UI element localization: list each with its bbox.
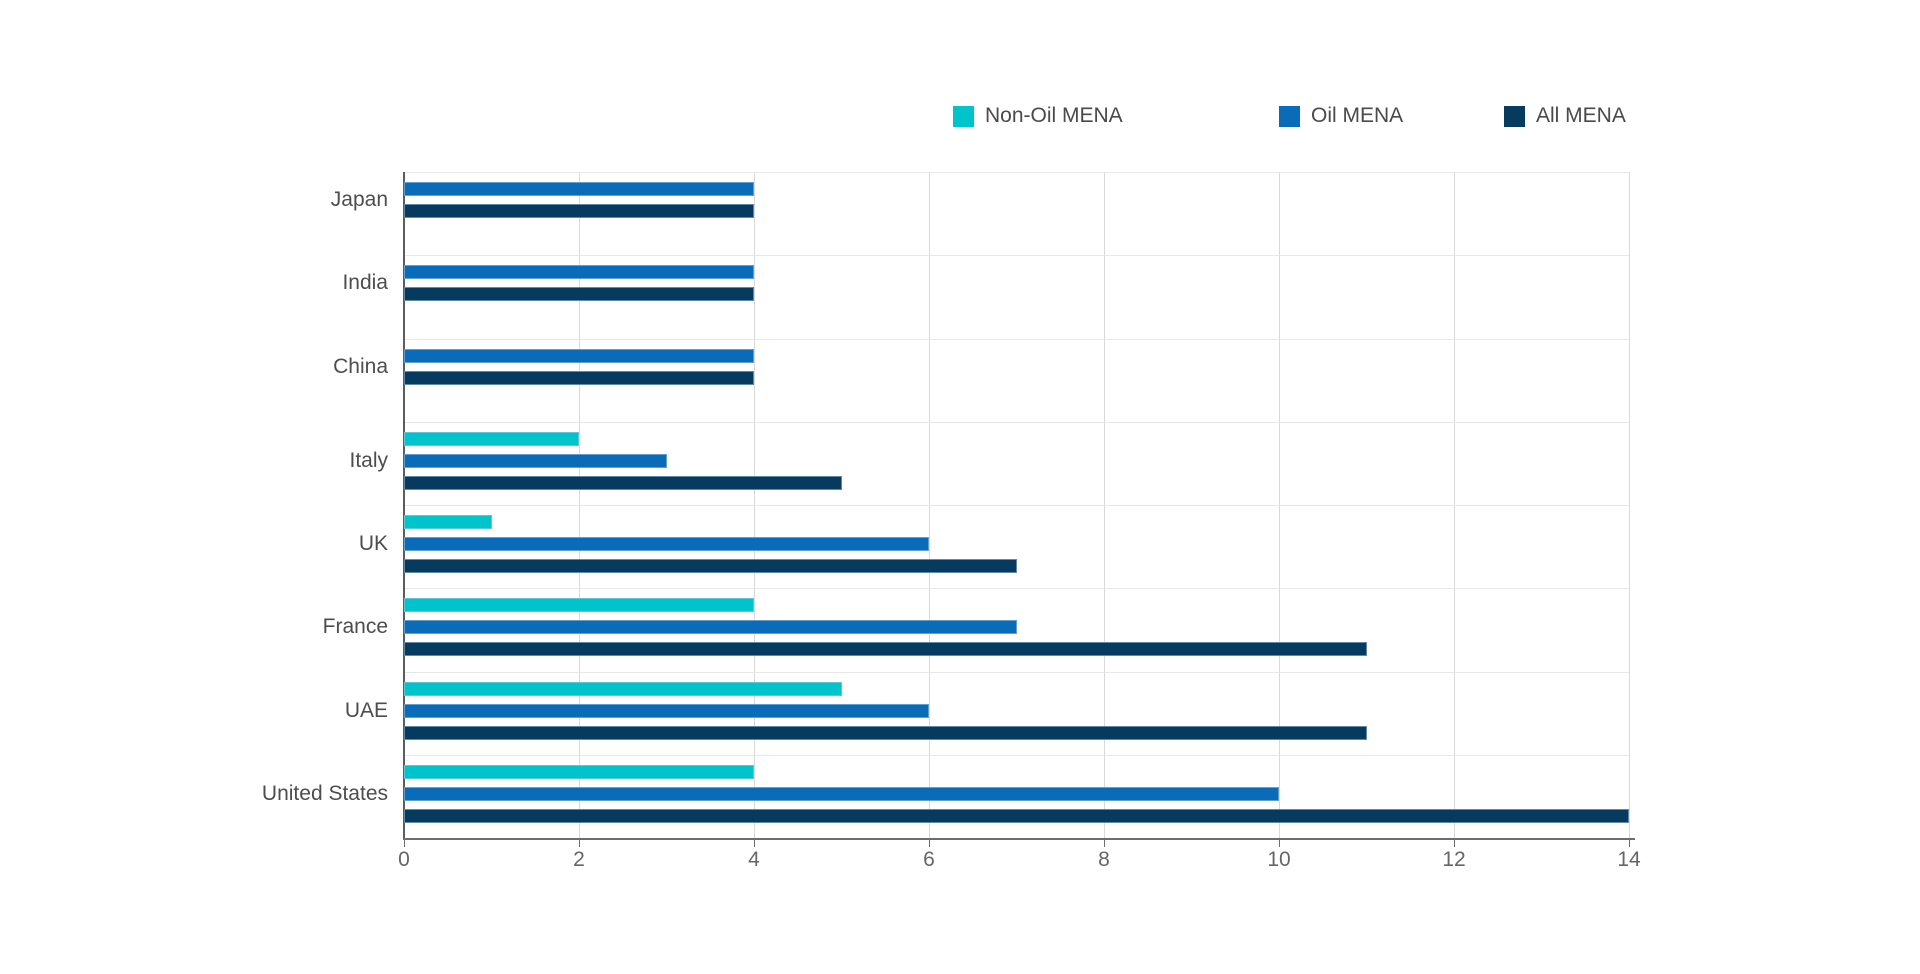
legend-swatch-all-mena [1504,105,1525,127]
x-tick-label: 10 [1267,848,1291,871]
category-row-uk: UK [0,505,1629,588]
category-row-france: France [0,588,1629,671]
bar-non-oil-mena [404,764,754,779]
row-separator [404,172,1629,173]
bar-group [404,515,1629,573]
x-axis-line [403,838,1635,840]
bar-group [404,681,1629,740]
row-separator [404,588,1629,590]
x-tick [404,840,405,847]
x-tick-label: 4 [748,848,760,871]
category-label: India [342,271,388,295]
bar-rows: Japan India China Italy UK France UAE United St… [0,172,1629,838]
legend-item-non-oil-mena: Non-Oil MENA [953,104,1123,128]
bar-oil-mena [404,348,754,363]
x-tick-label: 8 [1098,848,1110,871]
category-label: Italy [349,448,388,472]
bar-all-mena [404,808,1629,823]
category-row-japan: Japan [0,172,1629,255]
category-label: China [333,354,388,378]
bar-all-mena [404,204,754,218]
legend-item-all-mena: All MENA [1504,104,1626,128]
legend-swatch-oil-mena [1279,105,1300,127]
x-tick-label: 14 [1617,848,1641,871]
bar-oil-mena [404,453,667,468]
category-row-united-states: United States [0,755,1629,838]
category-label: Japan [330,188,388,211]
category-label: France [322,615,388,639]
x-tick-label: 0 [398,848,410,871]
bar-group [404,598,1629,657]
row-separator [404,754,1629,756]
legend-item-oil-mena: Oil MENA [1279,104,1403,128]
row-separator [404,421,1629,423]
y-axis-line [403,172,405,838]
category-label: UAE [344,698,388,722]
category-row-uae: UAE [0,672,1629,755]
bar-group [404,348,1629,385]
legend-label: Oil MENA [1311,104,1404,127]
category-label: United States [261,781,388,805]
bar-all-mena [404,370,754,385]
bar-group [404,182,1629,218]
category-row-italy: Italy [0,422,1629,505]
legend-label: All MENA [1536,104,1626,127]
row-separator [404,255,1629,257]
bar-non-oil-mena [404,515,492,529]
x-tick [1104,840,1105,847]
bar-oil-mena [404,537,929,551]
x-tick [1629,840,1630,847]
bar-oil-mena [404,182,754,196]
bar-non-oil-mena [404,431,579,446]
bar-all-mena [404,475,842,490]
x-tick [1454,840,1455,847]
bar-oil-mena [404,703,929,718]
x-tick [1279,840,1280,847]
x-tick-label: 12 [1442,848,1466,871]
category-row-china: China [0,339,1629,422]
row-separator [404,505,1629,506]
bar-oil-mena [404,265,754,280]
bar-oil-mena [404,786,1279,801]
bar-group [404,764,1629,823]
bar-group [404,265,1629,302]
row-separator [404,671,1629,673]
gridline [1629,172,1630,838]
plot-area [404,172,1630,838]
bar-non-oil-mena [404,681,842,696]
x-tick [579,840,580,847]
bar-group [404,431,1629,490]
legend-label: Non-Oil MENA [985,104,1123,127]
x-tick-label: 2 [573,848,585,871]
row-separator [404,338,1629,340]
bar-oil-mena [404,620,1017,635]
category-row-india: India [0,255,1629,338]
bar-all-mena [404,287,754,302]
bar-non-oil-mena [404,598,754,613]
x-tick-label: 6 [923,848,935,871]
bar-all-mena [404,642,1367,657]
legend-swatch-non-oil-mena [953,105,974,127]
x-tick [929,840,930,847]
bar-all-mena [404,725,1367,740]
x-tick [754,840,755,847]
legend: Non-Oil MENA Oil MENA All MENA [0,104,1920,134]
category-label: UK [358,532,388,555]
bar-all-mena [404,559,1017,573]
